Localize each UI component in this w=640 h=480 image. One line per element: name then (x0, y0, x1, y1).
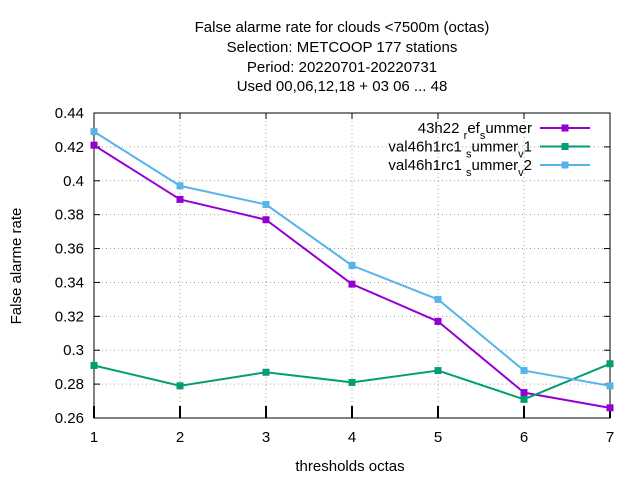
legend-swatch-marker (561, 161, 569, 169)
legend-label: 43h22 refsummer (418, 120, 532, 142)
y-tick-label: 0.44 (55, 105, 84, 122)
title-line-3: Period: 20220701-20220731 (247, 59, 437, 76)
series-1-line (93, 144, 611, 409)
y-tick-label: 0.42 (55, 139, 84, 156)
legend-item-3: val46h1rc1 summerv2 (388, 157, 590, 179)
series-1-point (262, 216, 270, 224)
series-3-point (90, 128, 98, 136)
y-tick-label: 0.4 (63, 173, 84, 190)
series-3-point (262, 201, 270, 208)
series-1 (90, 141, 614, 412)
series-3-point (520, 367, 528, 375)
series-3 (90, 128, 614, 390)
series-2-point (176, 382, 184, 390)
y-tick-label: 0.28 (55, 376, 84, 393)
data-series (90, 128, 614, 412)
y-tick-label: 0.38 (55, 207, 84, 224)
series-1-point (434, 317, 442, 325)
legend-item-1: 43h22 refsummer (418, 120, 590, 142)
legend-item-2: val46h1rc1 summerv1 (388, 139, 590, 161)
series-3-point (348, 262, 356, 269)
series-2 (90, 360, 614, 403)
series-2-point (348, 378, 356, 386)
x-tick-label: 7 (606, 429, 614, 446)
y-tick-label: 0.3 (63, 342, 84, 359)
series-2-point (434, 367, 442, 375)
x-tick-label: 3 (262, 429, 270, 446)
series-1-point (606, 404, 614, 412)
series-2-point (90, 361, 98, 369)
series-3-point (434, 295, 442, 303)
series-3-point (606, 382, 614, 390)
series-2-point (520, 395, 528, 403)
plot-frame (93, 112, 611, 419)
series-1-point (348, 280, 356, 288)
y-tick-label: 0.34 (55, 274, 84, 291)
y-axis-label: False alarme rate (8, 208, 25, 325)
title-line-4: Used 00,06,12,18 + 03 06 ... 48 (237, 78, 448, 95)
series-1-point (176, 195, 184, 203)
x-tick-label: 5 (434, 429, 442, 446)
title-line-1: False alarme rate for clouds <7500m (oct… (195, 19, 490, 36)
series-1-point (520, 389, 528, 397)
chart-title: False alarme rate for clouds <7500m (oct… (195, 19, 490, 95)
legend-swatch-marker (561, 124, 569, 132)
series-1-point (90, 141, 98, 149)
legend-label: val46h1rc1 summerv2 (388, 157, 532, 179)
series-2-point (606, 360, 614, 368)
x-tick-label: 2 (176, 429, 184, 446)
y-tick-label: 0.36 (55, 241, 84, 258)
series-3-point (176, 182, 184, 190)
title-line-2: Selection: METCOOP 177 stations (227, 39, 458, 56)
series-2-point (262, 368, 270, 376)
x-tick-label: 6 (520, 429, 528, 446)
y-tick-label: 0.26 (55, 410, 84, 427)
legend-label: val46h1rc1 summerv1 (388, 139, 532, 161)
x-tick-label: 4 (348, 429, 356, 446)
legend-swatch-marker (561, 143, 569, 150)
x-axis-label: thresholds octas (295, 458, 404, 475)
x-tick-label: 1 (90, 429, 98, 446)
x-axis-ticks: 1 2 3 4 5 6 7 (90, 113, 614, 446)
y-axis-ticks: 0.26 0.28 0.3 0.32 0.34 0.36 0.38 0.4 0.42 0.44 (55, 105, 610, 427)
y-tick-label: 0.32 (55, 308, 84, 325)
